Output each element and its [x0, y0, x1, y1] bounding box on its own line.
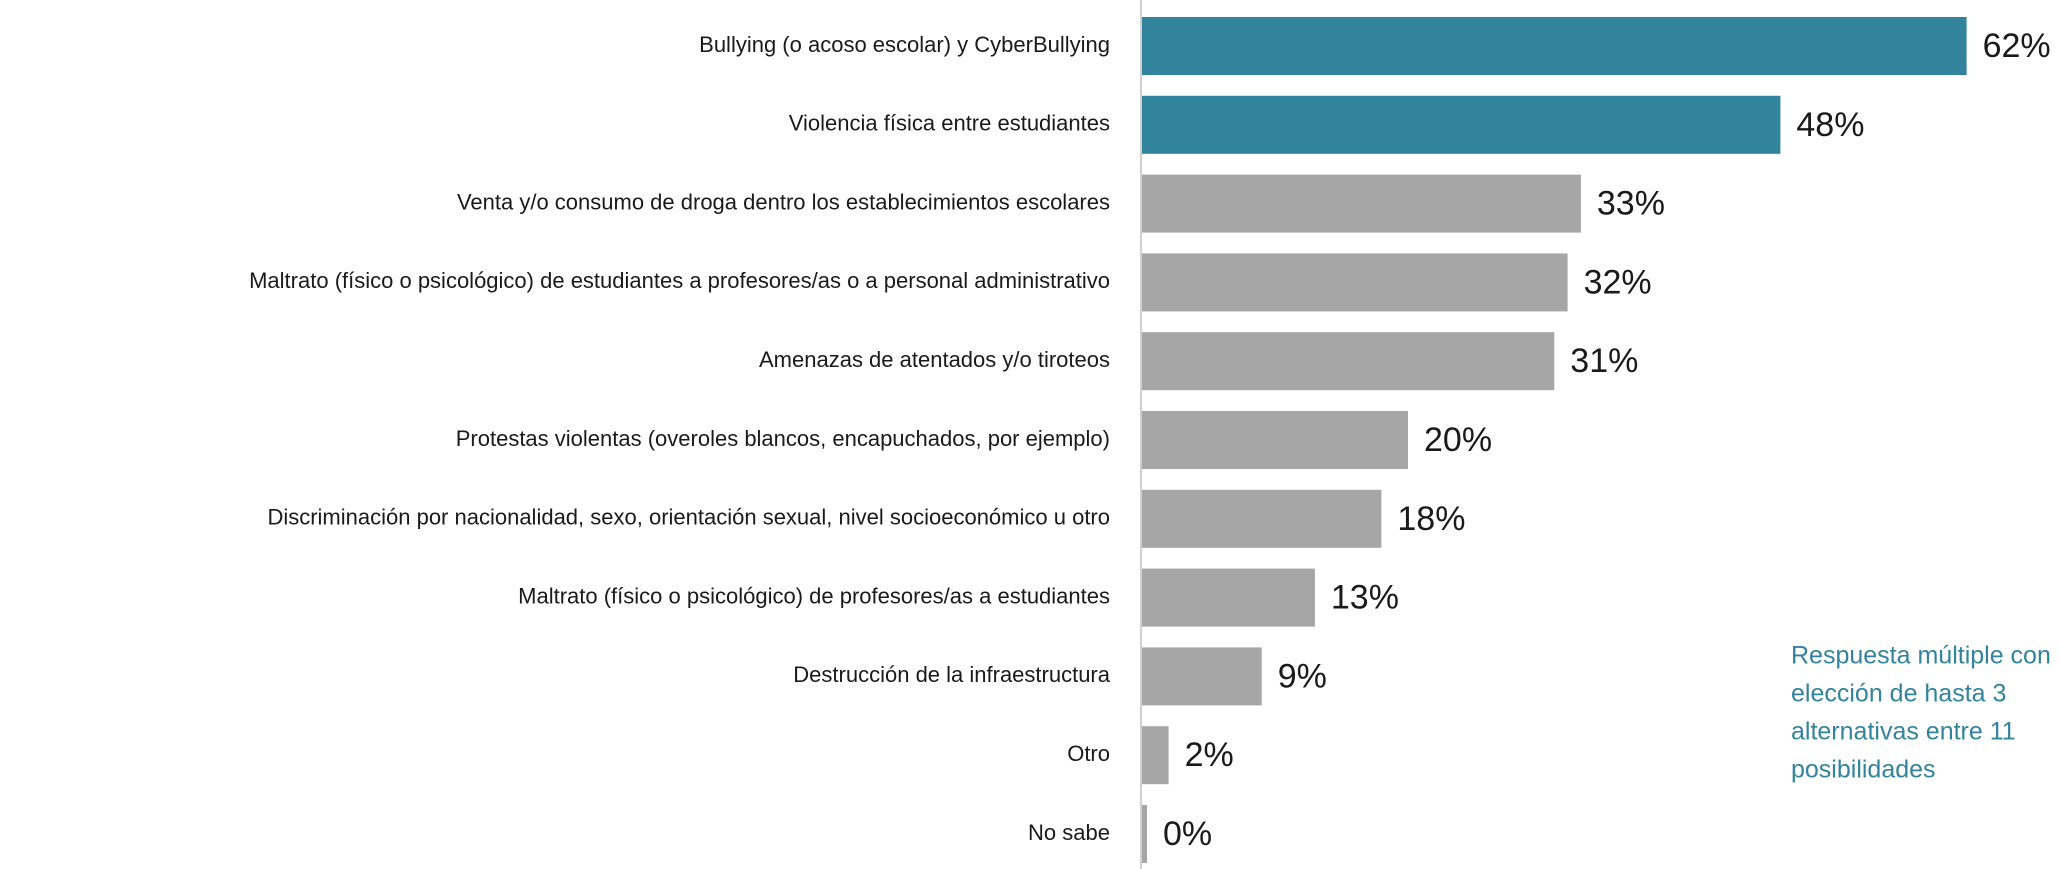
value-label: 32%: [1584, 263, 1652, 301]
bar: [1142, 726, 1169, 785]
annotation: posibilidades: [1791, 756, 1936, 784]
bar: [1142, 805, 1147, 863]
value-label: 62%: [1983, 27, 2051, 65]
bar: [1142, 411, 1408, 469]
value-label: 20%: [1424, 421, 1492, 459]
annotation: Respuesta múltiple con: [1791, 642, 2051, 670]
value-label: 33%: [1597, 185, 1665, 223]
category-label: Discriminación por nacionalidad, sexo, o…: [267, 505, 1110, 530]
bar: [1142, 489, 1382, 548]
bar: [1142, 95, 1781, 154]
category-label: Maltrato (físico o psicológico) de estud…: [249, 268, 1110, 293]
category-label: Protestas violentas (overoles blancos, e…: [456, 426, 1110, 451]
value-label: 13%: [1331, 579, 1399, 617]
annotation: elección de hasta 3: [1791, 680, 2006, 708]
category-label: Venta y/o consumo de droga dentro los es…: [457, 189, 1110, 214]
category-label: Bullying (o acoso escolar) y CyberBullyi…: [699, 32, 1110, 57]
category-label: Maltrato (físico o psicológico) de profe…: [518, 583, 1110, 608]
value-label: 2%: [1185, 736, 1234, 774]
value-label: 0%: [1163, 815, 1212, 853]
category-label: Otro: [1067, 741, 1110, 766]
value-label: 18%: [1397, 500, 1465, 538]
value-label: 31%: [1570, 342, 1638, 380]
category-label: Amenazas de atentados y/o tiroteos: [759, 347, 1110, 372]
value-label: 48%: [1796, 106, 1864, 144]
category-label: Destrucción de la infraestructura: [793, 662, 1110, 687]
annotation: alternativas entre 11: [1791, 718, 2016, 746]
bar: [1142, 647, 1262, 706]
value-label: 9%: [1278, 657, 1327, 695]
bar: [1142, 568, 1315, 627]
bar: [1142, 174, 1581, 233]
category-label: No sabe: [1028, 820, 1110, 845]
bar: [1142, 17, 1967, 75]
category-label: Violencia física entre estudiantes: [789, 111, 1110, 136]
bar: [1142, 332, 1555, 391]
bar: [1142, 253, 1568, 312]
